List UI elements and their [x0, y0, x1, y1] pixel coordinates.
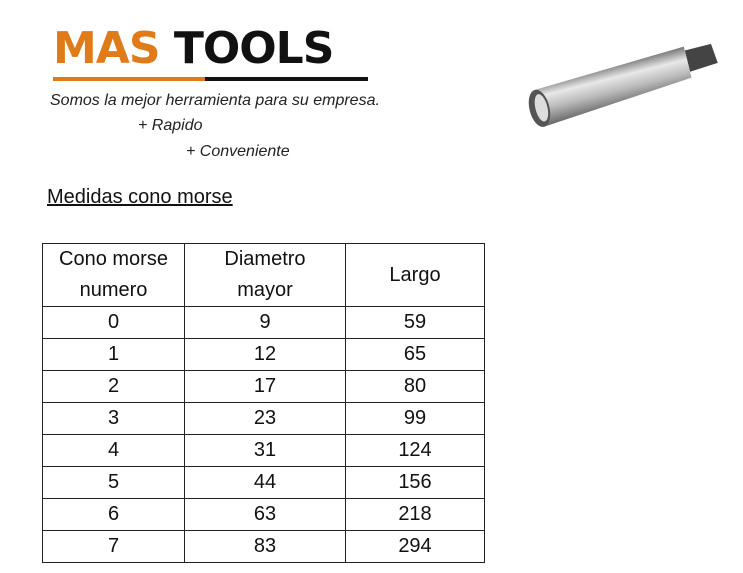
- logo-underline-orange: [53, 77, 205, 81]
- table-header-row: Cono morse numero Diametro mayor Largo: [42, 243, 485, 307]
- table-cell: 1: [42, 338, 185, 371]
- logo: MAS TOOLS: [53, 23, 334, 74]
- table-cell: 65: [345, 338, 485, 371]
- table-cell: 63: [184, 498, 346, 531]
- morse-taper-sleeve-image: [528, 43, 718, 127]
- table-cell: 59: [345, 306, 485, 339]
- section-title: Medidas cono morse: [47, 186, 233, 208]
- table-cell: 124: [345, 434, 485, 467]
- table-cell: 4: [42, 434, 185, 467]
- table-row: 6 63 218: [42, 498, 485, 531]
- slogan-line: + Conveniente: [186, 143, 290, 160]
- table-row: 3 23 99: [42, 402, 485, 435]
- table-cell: 294: [345, 530, 485, 563]
- slogan-line: Somos la mejor herramienta para su empre…: [50, 92, 380, 109]
- slogan-line: + Rapido: [138, 117, 203, 134]
- table-cell: 44: [184, 466, 346, 499]
- table-cell: 83: [184, 530, 346, 563]
- column-header: Diametro mayor: [184, 243, 346, 307]
- column-header: Cono morse numero: [42, 243, 185, 307]
- table-cell: 0: [42, 306, 185, 339]
- table-cell: 156: [345, 466, 485, 499]
- table-cell: 3: [42, 402, 185, 435]
- table-cell: 23: [184, 402, 346, 435]
- table-row: 1 12 65: [42, 338, 485, 371]
- table-cell: 17: [184, 370, 346, 403]
- logo-underline-black: [205, 77, 368, 81]
- table-cell: 6: [42, 498, 185, 531]
- table-row: 7 83 294: [42, 530, 485, 563]
- table-row: 5 44 156: [42, 466, 485, 499]
- table-row: 4 31 124: [42, 434, 485, 467]
- table-cell: 218: [345, 498, 485, 531]
- table-row: 2 17 80: [42, 370, 485, 403]
- column-header: Largo: [345, 243, 485, 307]
- table-cell: 5: [42, 466, 185, 499]
- table-cell: 99: [345, 402, 485, 435]
- table-cell: 7: [42, 530, 185, 563]
- table-row: 0 9 59: [42, 306, 485, 339]
- table-cell: 2: [42, 370, 185, 403]
- table-cell: 31: [184, 434, 346, 467]
- table-cell: 9: [184, 306, 346, 339]
- table-cell: 80: [345, 370, 485, 403]
- table-cell: 12: [184, 338, 346, 371]
